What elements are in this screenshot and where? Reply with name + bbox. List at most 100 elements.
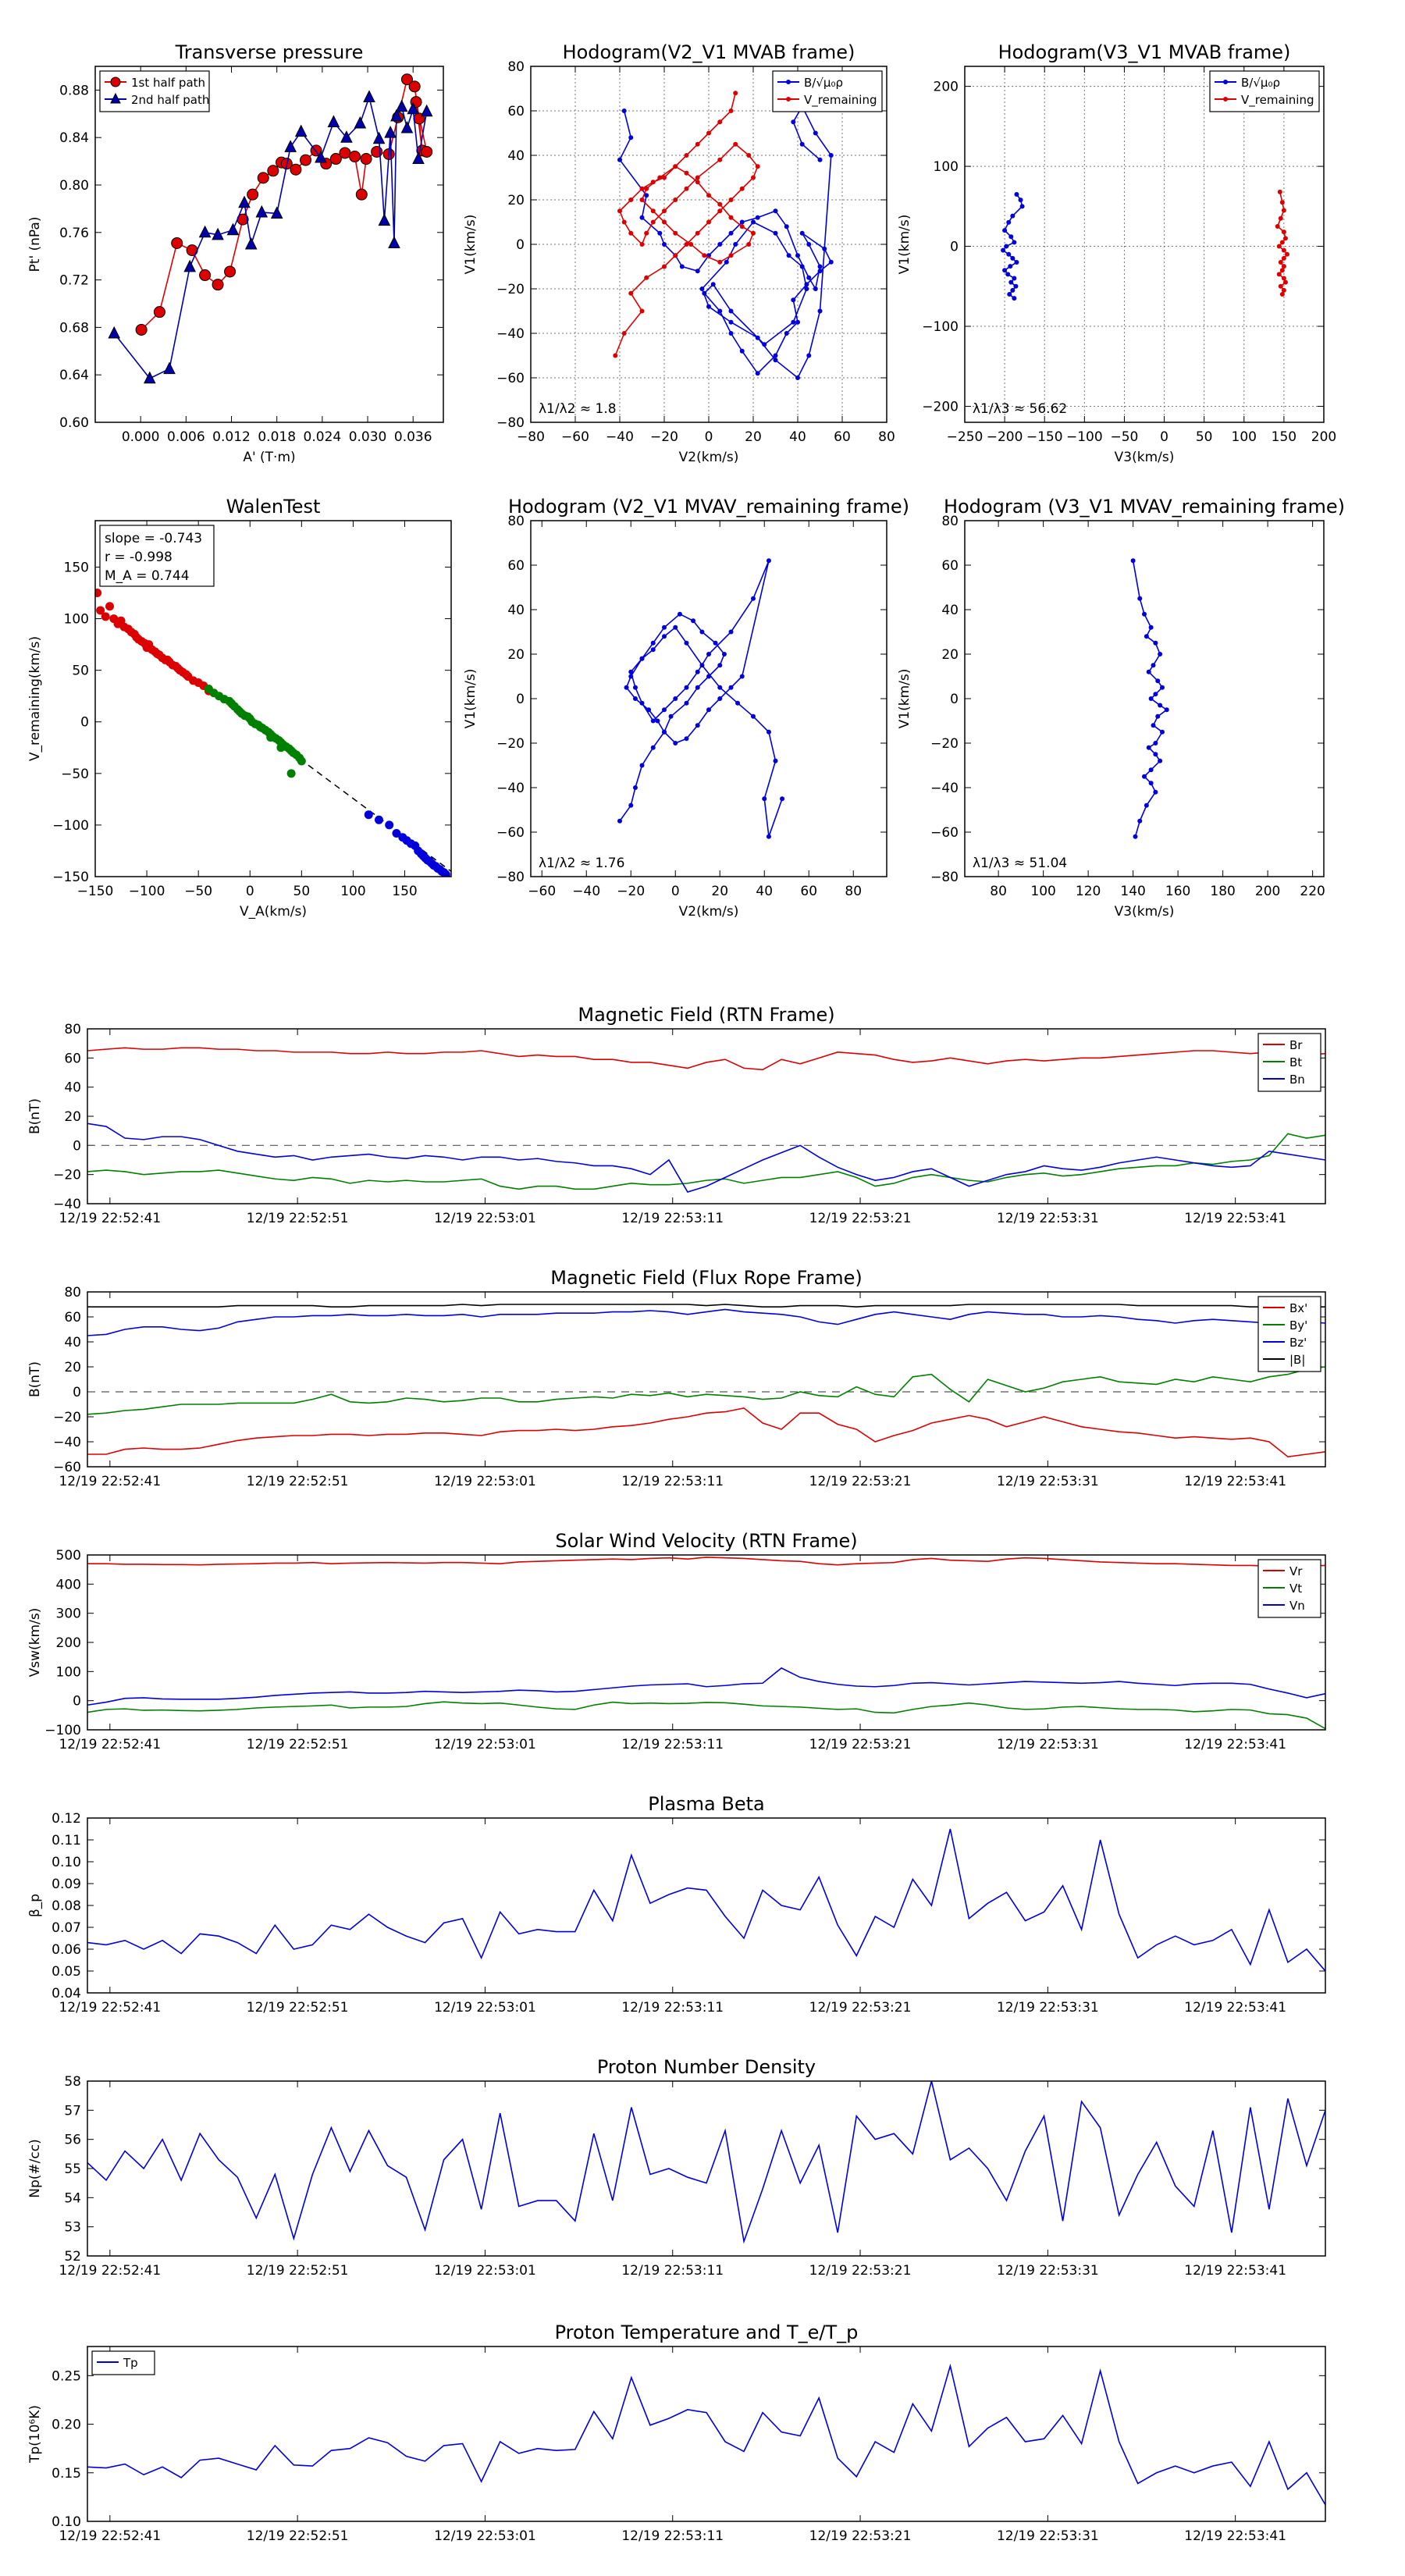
data-point [1007, 292, 1012, 297]
series-bx- [87, 1407, 1325, 1458]
data-point [1018, 197, 1023, 203]
data-point [773, 758, 778, 763]
data-point [1014, 260, 1019, 265]
legend: 1st half path 2nd half path [99, 70, 210, 112]
y-tick-label: 200 [56, 1635, 81, 1651]
y-tick-label: 80 [64, 1285, 81, 1300]
data-point [628, 290, 634, 296]
x-tick-label: 12/19 22:53:01 [434, 1474, 536, 1489]
data-point [290, 163, 302, 176]
data-point [662, 634, 667, 639]
y-tick-label: 54 [64, 2190, 81, 2206]
legend-label: B/√μ₀ρ [1241, 76, 1280, 90]
data-point [1144, 634, 1149, 639]
x-tick-label: −20 [650, 429, 678, 445]
data-point [639, 700, 645, 706]
x-tick-label: 12/19 22:53:11 [621, 2528, 724, 2544]
series-v-remaining [613, 91, 760, 358]
data-point [706, 652, 711, 656]
data-point [728, 253, 734, 258]
y-tick-label: 0.76 [59, 226, 89, 241]
y-tick-label: 0.10 [52, 2514, 81, 2530]
data-point [728, 685, 734, 690]
y-tick-label: 60 [64, 1051, 81, 1066]
data-point [650, 180, 656, 185]
data-point [662, 219, 667, 225]
data-point [1151, 663, 1156, 668]
data-point [199, 269, 212, 282]
data-point [684, 640, 689, 646]
data-point [684, 736, 689, 742]
x-tick-label: 12/19 22:53:31 [997, 2528, 1099, 2544]
data-point [1012, 240, 1017, 245]
data-point [1146, 745, 1151, 750]
data-point [400, 73, 413, 86]
series-line [87, 1123, 1325, 1194]
data-point [795, 253, 800, 258]
series-bn [87, 1123, 1325, 1194]
data-point [1158, 703, 1163, 708]
data-point [739, 348, 745, 354]
y-tick-label: 20 [941, 647, 959, 663]
legend-label: Vt [1289, 1582, 1302, 1596]
x-tick-label: 12/19 22:52:41 [59, 1737, 161, 1752]
data-point [1153, 789, 1158, 795]
y-tick-label: −40 [930, 781, 959, 796]
y-tick-label: 20 [507, 647, 525, 663]
y-tick-label: 0.12 [52, 1811, 81, 1827]
series-b- [1001, 191, 1025, 301]
x-tick-label: 12/19 22:52:41 [59, 1474, 161, 1489]
data-point [1281, 229, 1286, 235]
series-vr [87, 1557, 1325, 1567]
data-point [828, 153, 834, 158]
x-tick-label: 12/19 22:52:51 [247, 1737, 349, 1752]
y-tick-label: 0 [950, 240, 959, 255]
data-point [644, 186, 649, 191]
legend-label: Br [1289, 1038, 1303, 1052]
axes-frame [87, 1028, 1326, 1204]
y-tick-label: 80 [507, 514, 525, 529]
y-tick-label: −60 [930, 825, 959, 841]
y-tick-label: 0.08 [52, 1898, 81, 1914]
chart-title: WalenTest [226, 496, 321, 518]
data-point [751, 713, 756, 719]
y-tick-label: 40 [64, 1080, 81, 1096]
data-point [1153, 741, 1158, 745]
y-tick-label: 0.64 [59, 368, 89, 383]
data-point [1281, 208, 1286, 213]
data-point [717, 259, 723, 265]
legend-label: Vr [1289, 1564, 1303, 1578]
series-np [87, 2081, 1325, 2244]
x-tick-label: 12/19 22:53:21 [809, 1211, 912, 1226]
data-point [628, 135, 634, 141]
chart-hodogram-v3-v1-mvav: Hodogram (V3_V1 MVAV_remaining frame)80 1… [897, 496, 1345, 920]
y-axis-label: β_p [27, 1894, 43, 1917]
x-axis-label: V2(km/s) [679, 450, 739, 465]
axes-frame [964, 520, 1325, 877]
x-tick-label: −40 [572, 884, 600, 899]
y-tick-label: 150 [64, 560, 89, 575]
chart-proton-temperature: Proton Temperature and T_e/T_p 12/19 22:5… [27, 2322, 1326, 2544]
x-tick-label: 12/19 22:53:31 [997, 1737, 1099, 1752]
plot-area [87, 1557, 1325, 1730]
x-tick-label: −60 [561, 429, 589, 445]
legend-marker [110, 76, 121, 87]
y-tick-label: −40 [53, 1197, 81, 1212]
data-point [702, 290, 707, 296]
data-point [786, 253, 791, 258]
legend-label: Tp [123, 2356, 138, 2370]
data-point [662, 175, 667, 180]
series-line [87, 1133, 1325, 1190]
y-tick-label: −20 [496, 282, 525, 297]
data-point [408, 80, 421, 93]
y-tick-label: 56 [64, 2133, 81, 2148]
x-axis-label: A' (T·m) [243, 450, 295, 465]
x-tick-label: 100 [1030, 884, 1055, 899]
data-point [407, 101, 420, 115]
data-point [773, 353, 778, 358]
x-tick-label: 12/19 22:53:01 [434, 2000, 536, 2016]
x-tick-label: 80 [990, 884, 1007, 899]
x-tick-label: 0.018 [258, 429, 296, 445]
y-tick-label: −100 [922, 319, 959, 335]
series-vn [87, 1667, 1325, 1706]
